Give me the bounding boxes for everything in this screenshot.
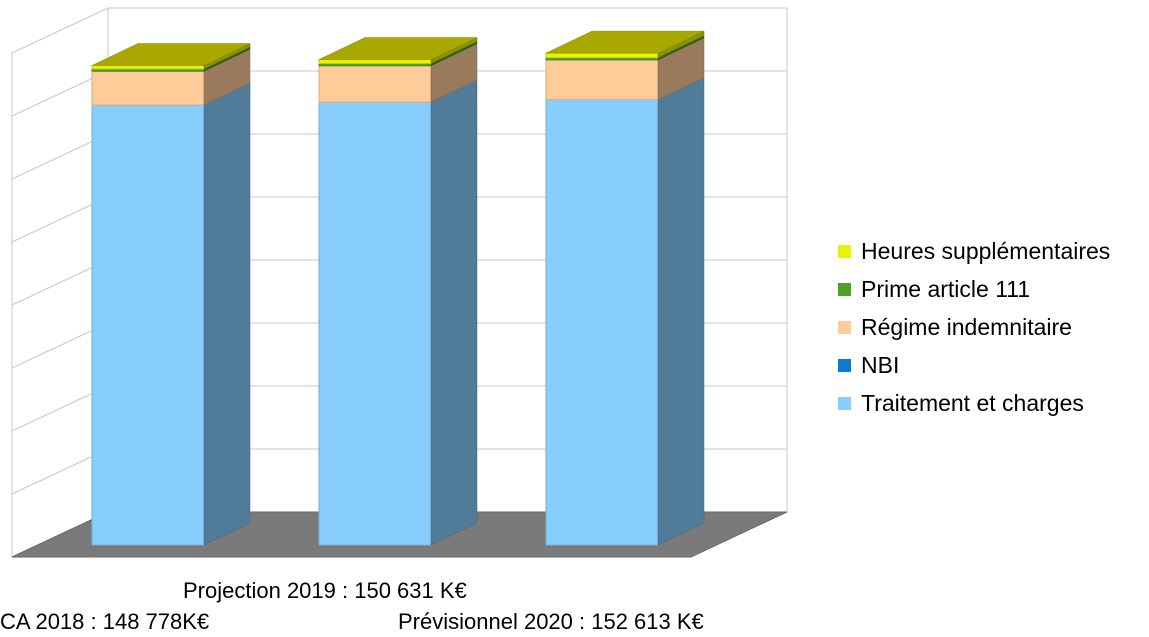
- bar-segment: [545, 99, 659, 546]
- legend-label: Heures supplémentaires: [861, 237, 1111, 264]
- chart-bars: [91, 30, 705, 546]
- legend-swatch: [838, 396, 851, 410]
- legend-label: Régime indemnitaire: [861, 313, 1072, 340]
- caption-previsionnel-2020: Prévisionnel 2020 : 152 613 K€: [398, 609, 704, 634]
- legend-swatch: [838, 282, 851, 296]
- caption-ca-2018: CA 2018 : 148 778K€: [0, 609, 210, 634]
- bar-segment-side: [203, 82, 251, 546]
- legend-swatch: [838, 244, 851, 258]
- chart-legend: Heures supplémentaires Prime article 111…: [838, 232, 1110, 422]
- bar-segment: [318, 65, 432, 103]
- bar-top: [545, 30, 705, 54]
- bar-top: [91, 43, 251, 66]
- legend-item-traitement-et-charges: Traitement et charges: [838, 384, 1110, 422]
- bar-segment: [318, 101, 432, 546]
- legend-item-prime-article-111: Prime article 111: [838, 270, 1110, 308]
- bar-stack: [91, 43, 251, 546]
- bar-segment: [91, 104, 205, 546]
- bar-segment-side: [430, 79, 478, 546]
- legend-item-heures-supplementaires: Heures supplémentaires: [838, 232, 1110, 270]
- bar-stack: [318, 37, 478, 546]
- legend-item-regime-indemnitaire: Régime indemnitaire: [838, 308, 1110, 346]
- bar-segment: [91, 70, 205, 106]
- bar-segment: [545, 59, 659, 101]
- legend-label: Traitement et charges: [861, 389, 1084, 416]
- legend-item-nbi: NBI: [838, 346, 1110, 384]
- caption-projection-2019: Projection 2019 : 150 631 K€: [183, 578, 467, 603]
- bar-segment: [318, 59, 432, 64]
- bar-segment: [91, 64, 205, 70]
- legend-swatch: [838, 320, 851, 334]
- bar-stack: [545, 30, 705, 546]
- bar-segment: [545, 52, 659, 59]
- bar-segment-side: [657, 77, 705, 546]
- bar-top: [318, 37, 478, 60]
- legend-swatch: [838, 358, 851, 372]
- legend-label: Prime article 111: [861, 275, 1031, 302]
- legend-label: NBI: [861, 351, 900, 378]
